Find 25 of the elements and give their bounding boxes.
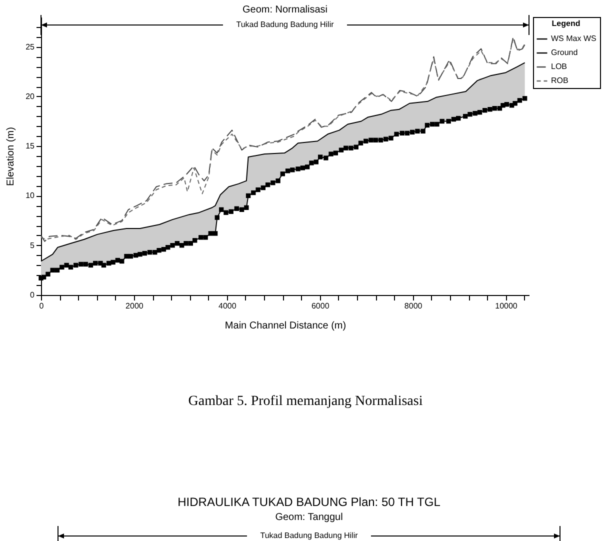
y-tick-label: 10 [26, 191, 36, 200]
x-axis-title: Main Channel Distance (m) [224, 320, 346, 332]
legend-label: ROB [551, 76, 568, 85]
text: Gambar 5. Profil memanjang Normalisasi [187, 394, 424, 410]
text: HIDRAULIKA TUKAD BADUNG Plan: 50 TH TGL [178, 495, 441, 509]
y-tick-label: 15 [26, 142, 36, 151]
y-axis-title: Elevation (m) [6, 127, 17, 186]
legend-label: LOB [551, 62, 568, 71]
text: Geom: Tanggul [275, 512, 343, 523]
y-tick-label: 0 [30, 290, 36, 300]
y-tick-label: 20 [26, 92, 36, 101]
x-tick-label: 0 [39, 302, 44, 310]
x-tick-label: 6000 [311, 302, 330, 310]
x-tick-label: 2000 [126, 302, 144, 310]
legend-label: Ground [551, 48, 578, 57]
x-tick-label: 10000 [495, 302, 518, 310]
chart-title: Geom: Normalisasi [242, 4, 328, 16]
x-tick-label: 4000 [218, 302, 237, 310]
y-tick-label: 25 [26, 42, 36, 52]
text: Tukad Badung Badung Hilir [260, 531, 358, 540]
y-tick-label: 5 [30, 240, 36, 250]
legend-title: Legend [552, 19, 580, 28]
annotation: Tukad Badung Badung Hilir [236, 20, 334, 29]
legend-label: WS Max WS [551, 34, 596, 43]
x-tick-label: 8000 [404, 302, 423, 310]
